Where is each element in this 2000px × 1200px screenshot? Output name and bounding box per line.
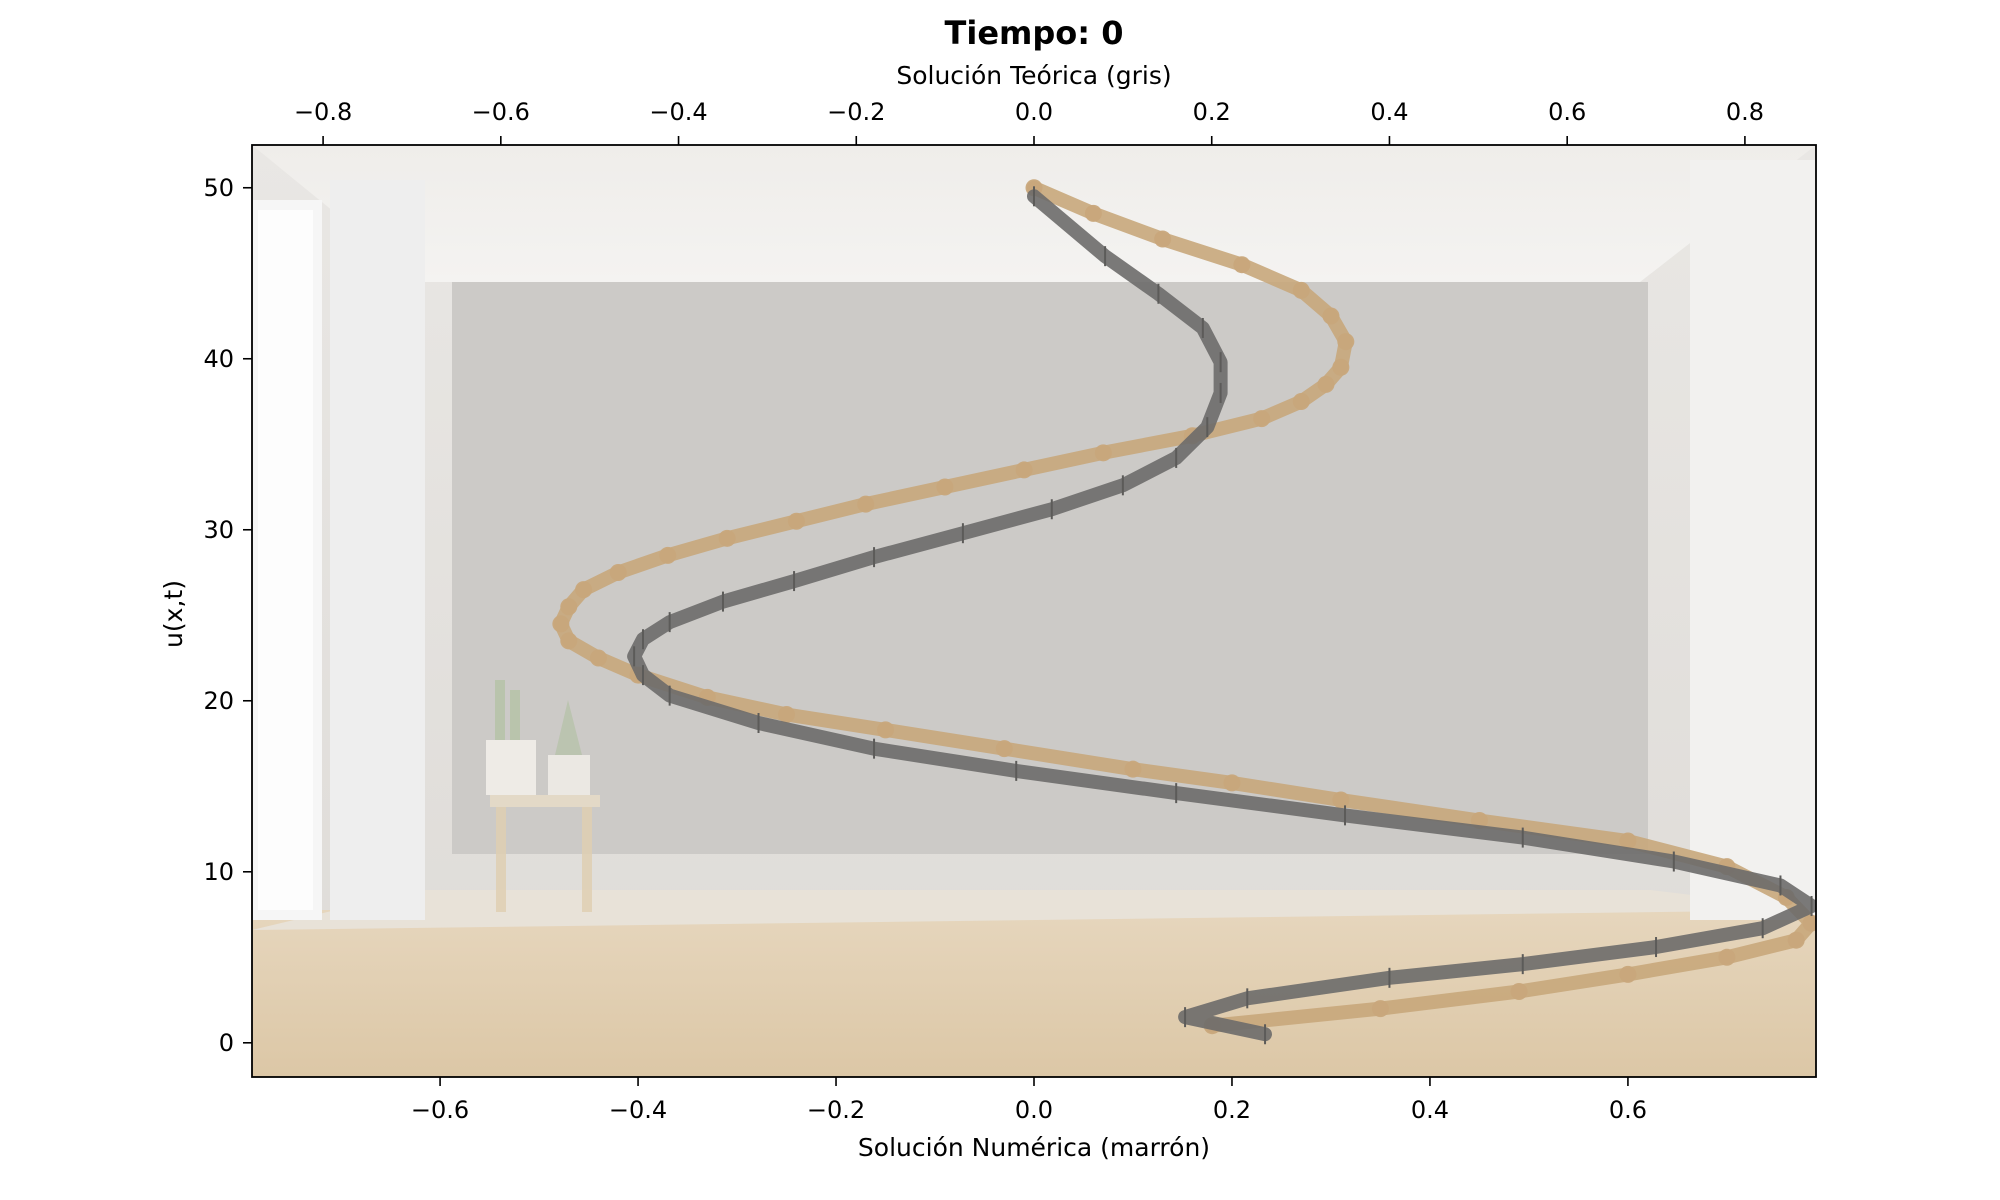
y-tick-label: 0 [219, 1029, 234, 1057]
data-point [1084, 204, 1102, 222]
y-tick-label: 20 [203, 687, 234, 715]
data-point [1094, 444, 1112, 462]
data-point [609, 564, 627, 582]
series-0 [552, 179, 1816, 1035]
x-top-tick-label: 0.0 [1015, 98, 1053, 126]
data-point [1015, 461, 1033, 479]
y-axis: 0 10 20 30 40 50 [203, 174, 252, 1057]
data-point [1124, 760, 1142, 778]
data-point [1802, 914, 1816, 932]
x-top-tick-label: 0.8 [1726, 98, 1764, 126]
data-point [1253, 410, 1271, 428]
x-bottom-tick-label: −0.4 [609, 1096, 667, 1124]
data-point [787, 512, 805, 530]
data-point [1787, 931, 1805, 949]
x-top-tick-label: 0.4 [1370, 98, 1408, 126]
data-point [1223, 774, 1241, 792]
x-axis-top: −0.8 −0.6 −0.4 −0.2 0.0 0.2 0.4 0.6 0.8 [294, 98, 1764, 145]
x-top-tick-label: 0.6 [1548, 98, 1586, 126]
data-point [718, 529, 736, 547]
data-point [1292, 393, 1310, 411]
x-axis-bottom-label: Solución Numérica (marrón) [858, 1133, 1210, 1162]
data-point [1317, 375, 1335, 393]
data-point [659, 546, 677, 564]
x-bottom-tick-label: 0.4 [1411, 1096, 1449, 1124]
data-point [589, 649, 607, 667]
data-point [1619, 832, 1637, 850]
data-point [857, 495, 875, 513]
series-1 [627, 186, 1816, 1045]
y-tick-label: 50 [203, 174, 234, 202]
data-point [1292, 281, 1310, 299]
data-point [575, 581, 593, 599]
data-point [1332, 791, 1350, 809]
data-point [995, 740, 1013, 758]
data-point [560, 632, 578, 650]
y-tick-label: 10 [203, 858, 234, 886]
x-bottom-tick-label: 0.6 [1609, 1096, 1647, 1124]
data-point [877, 721, 895, 739]
data-point [1154, 230, 1172, 248]
data-point [1371, 1000, 1389, 1018]
chart-title: Tiempo: 0 [945, 14, 1124, 52]
data-point [1322, 307, 1340, 325]
data-point [1337, 333, 1355, 351]
data-point [552, 615, 570, 633]
data-point [1233, 256, 1251, 274]
data-point [778, 705, 796, 723]
y-tick-label: 30 [203, 516, 234, 544]
x-top-tick-label: −0.6 [472, 98, 530, 126]
x-bottom-tick-label: −0.2 [807, 1096, 865, 1124]
background-photo [252, 145, 1816, 1077]
y-axis-label: u(x,t) [159, 580, 188, 648]
series-layer [552, 179, 1816, 1045]
data-point [936, 478, 954, 496]
data-point [1619, 965, 1637, 983]
x-top-tick-label: −0.2 [827, 98, 885, 126]
x-top-tick-label: −0.8 [294, 98, 352, 126]
x-axis-bottom: −0.6 −0.4 −0.2 0.0 0.2 0.4 0.6 [411, 1077, 1647, 1124]
data-point [1718, 948, 1736, 966]
x-axis-top-label: Solución Teórica (gris) [896, 61, 1171, 90]
x-bottom-tick-label: 0.0 [1015, 1096, 1053, 1124]
data-point [1510, 982, 1528, 1000]
y-tick-label: 40 [203, 345, 234, 373]
x-bottom-tick-label: 0.2 [1213, 1096, 1251, 1124]
data-point [560, 598, 578, 616]
data-point [1332, 358, 1350, 376]
x-bottom-tick-label: −0.6 [411, 1096, 469, 1124]
x-top-tick-label: 0.2 [1193, 98, 1231, 126]
x-top-tick-label: −0.4 [649, 98, 707, 126]
